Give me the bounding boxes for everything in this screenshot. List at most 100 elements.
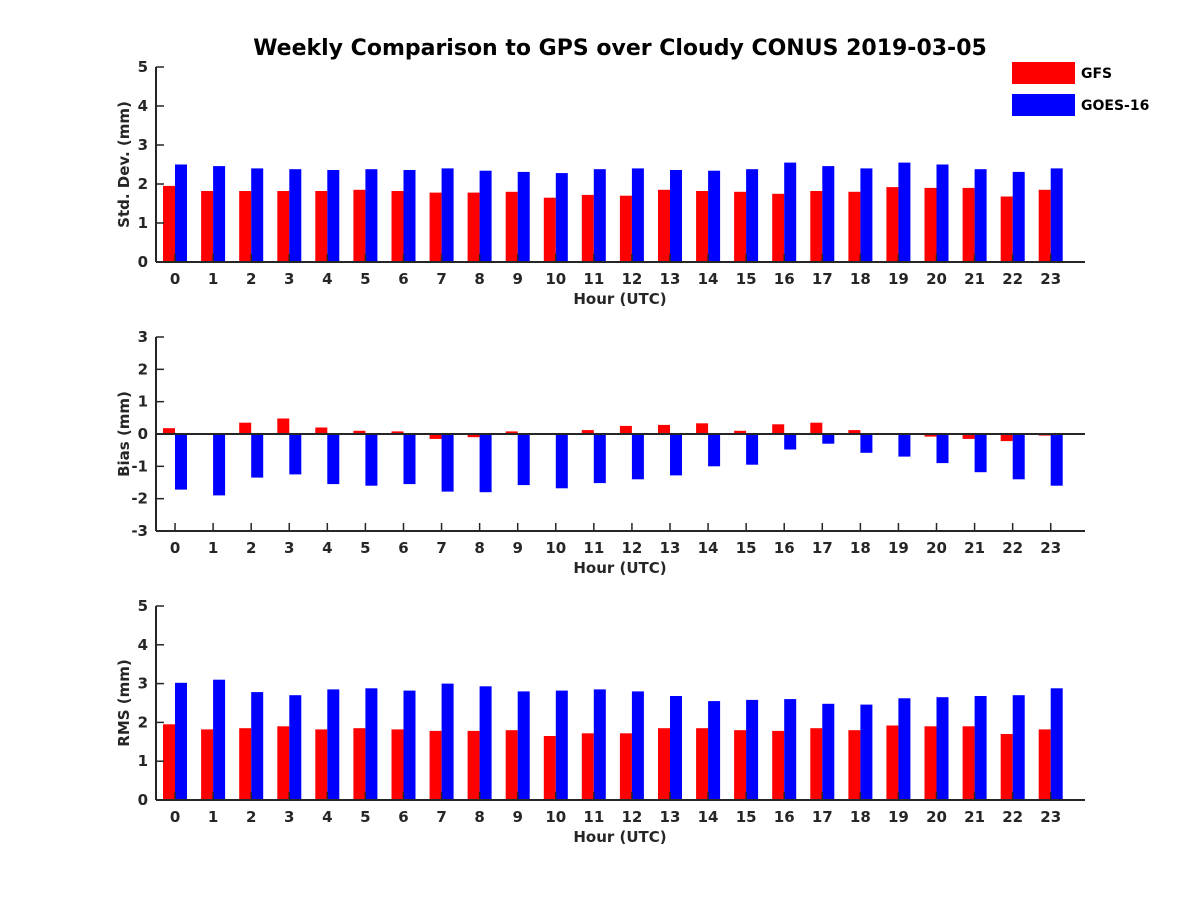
bar-goes-16-15 xyxy=(746,699,759,800)
bar-gfs-6 xyxy=(391,191,404,262)
y-tick-label: 2 xyxy=(138,713,148,731)
x-tick-label: 13 xyxy=(660,808,681,826)
x-tick-label: 0 xyxy=(170,539,180,557)
bar-goes-16-2 xyxy=(251,434,264,478)
bar-goes-16-8 xyxy=(479,170,492,262)
bar-goes-16-17 xyxy=(822,703,835,800)
bar-goes-16-22 xyxy=(1012,171,1025,262)
x-tick-label: 17 xyxy=(812,539,833,557)
y-tick-label: 2 xyxy=(138,175,148,193)
y-axis-label: RMS (mm) xyxy=(115,659,133,746)
x-tick-label: 8 xyxy=(474,539,484,557)
bar-goes-16-20 xyxy=(936,697,949,800)
bar-goes-16-13 xyxy=(670,170,682,262)
bar-gfs-0 xyxy=(163,185,175,262)
x-axis-label: Hour (UTC) xyxy=(573,828,666,846)
bar-gfs-12 xyxy=(619,733,632,800)
x-tick-label: 18 xyxy=(850,808,871,826)
x-tick-label: 10 xyxy=(545,808,566,826)
x-tick-label: 13 xyxy=(660,270,681,288)
bar-gfs-13 xyxy=(658,189,670,262)
bar-gfs-22 xyxy=(1000,196,1013,262)
x-tick-label: 10 xyxy=(545,539,566,557)
chart-title: Weekly Comparison to GPS over Cloudy CON… xyxy=(253,36,987,61)
x-axis-label: Hour (UTC) xyxy=(573,559,666,577)
x-tick-label: 9 xyxy=(512,539,522,557)
bar-goes-16-12 xyxy=(631,168,644,262)
bar-gfs-13 xyxy=(658,728,670,800)
y-tick-label: 5 xyxy=(138,58,148,76)
bar-gfs-8 xyxy=(467,434,480,438)
bar-goes-16-17 xyxy=(822,434,835,444)
x-tick-label: 3 xyxy=(284,808,294,826)
bar-goes-16-18 xyxy=(860,434,873,453)
bar-gfs-14 xyxy=(696,191,709,262)
bar-gfs-16 xyxy=(772,424,785,434)
y-tick-label: 2 xyxy=(138,360,148,378)
bar-gfs-6 xyxy=(391,431,404,434)
bar-goes-16-16 xyxy=(784,162,797,262)
x-tick-label: 23 xyxy=(1040,270,1061,288)
legend-label-goes-16: GOES-16 xyxy=(1081,98,1149,114)
bar-gfs-15 xyxy=(734,430,747,434)
bar-gfs-1 xyxy=(201,729,214,800)
bar-goes-16-10 xyxy=(555,173,568,262)
bar-goes-16-2 xyxy=(251,692,264,800)
bar-goes-16-2 xyxy=(251,168,264,262)
x-tick-label: 15 xyxy=(736,539,757,557)
bar-goes-16-13 xyxy=(670,434,682,476)
bar-goes-16-10 xyxy=(555,434,568,489)
x-tick-label: 4 xyxy=(322,808,332,826)
bar-gfs-9 xyxy=(505,191,518,262)
bar-goes-16-5 xyxy=(365,169,378,262)
legend-label-gfs: GFS xyxy=(1081,66,1112,82)
bar-gfs-18 xyxy=(848,730,861,800)
bar-gfs-0 xyxy=(163,428,175,434)
bar-goes-16-1 xyxy=(213,434,226,496)
x-tick-label: 21 xyxy=(964,270,985,288)
bar-goes-16-14 xyxy=(708,701,721,800)
x-tick-label: 7 xyxy=(436,539,446,557)
bar-gfs-16 xyxy=(772,730,785,800)
bar-gfs-16 xyxy=(772,193,785,263)
x-tick-label: 2 xyxy=(246,270,256,288)
bar-gfs-18 xyxy=(848,191,861,262)
bar-goes-16-4 xyxy=(327,689,340,800)
x-tick-label: 17 xyxy=(812,808,833,826)
bar-gfs-2 xyxy=(239,422,252,434)
bar-goes-16-14 xyxy=(708,170,721,262)
x-axis-label: Hour (UTC) xyxy=(573,290,666,308)
bar-gfs-17 xyxy=(810,191,823,262)
bar-gfs-1 xyxy=(201,191,214,262)
x-tick-label: 23 xyxy=(1040,539,1061,557)
y-tick-label: -3 xyxy=(131,522,148,540)
x-tick-label: 16 xyxy=(774,808,795,826)
x-tick-label: 14 xyxy=(698,808,719,826)
bar-goes-16-21 xyxy=(974,434,987,473)
bar-gfs-11 xyxy=(581,194,594,262)
x-tick-label: 8 xyxy=(474,808,484,826)
x-tick-label: 3 xyxy=(284,539,294,557)
bar-gfs-0 xyxy=(163,724,175,800)
bar-gfs-14 xyxy=(696,423,709,434)
bar-goes-16-0 xyxy=(175,434,187,490)
bar-goes-16-11 xyxy=(593,169,606,262)
y-tick-label: 0 xyxy=(138,791,148,809)
bar-gfs-14 xyxy=(696,728,709,800)
bar-goes-16-9 xyxy=(517,434,530,486)
bar-goes-16-18 xyxy=(860,168,873,262)
x-tick-label: 16 xyxy=(774,539,795,557)
bar-gfs-7 xyxy=(429,434,442,439)
x-tick-label: 18 xyxy=(850,539,871,557)
x-tick-label: 15 xyxy=(736,808,757,826)
bar-gfs-7 xyxy=(429,730,442,800)
bar-goes-16-9 xyxy=(517,691,530,800)
bar-gfs-20 xyxy=(924,434,937,437)
bar-gfs-19 xyxy=(886,725,899,800)
bar-gfs-17 xyxy=(810,728,823,800)
bar-goes-16-7 xyxy=(441,434,454,492)
y-tick-label: 3 xyxy=(138,328,148,346)
